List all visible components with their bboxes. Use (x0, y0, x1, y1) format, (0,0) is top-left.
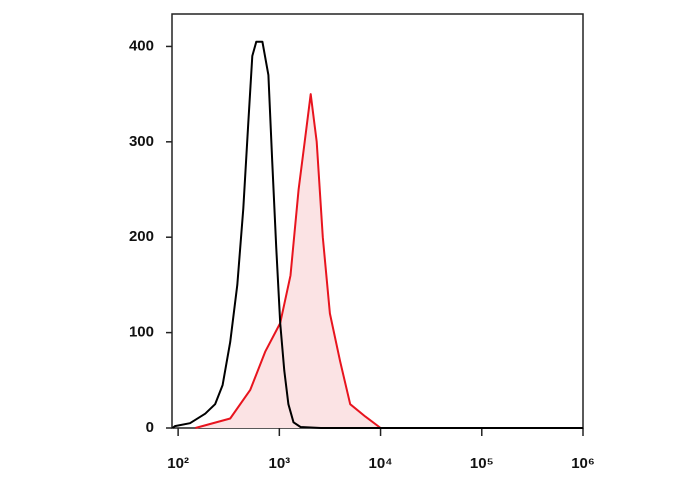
y-tick-label: 0 (146, 419, 154, 436)
area-fill (195, 94, 381, 428)
y-tick-label: 400 (129, 37, 154, 54)
x-tick-label: 10³ (268, 455, 290, 472)
y-tick-label: 300 (129, 133, 154, 150)
x-tick-label: 10⁵ (470, 455, 494, 472)
y-tick-label: 100 (129, 324, 154, 341)
x-tick-label: 10⁶ (571, 455, 595, 472)
histogram-line (195, 93, 382, 429)
x-tick-label: 10⁴ (369, 455, 393, 472)
plot-frame (171, 13, 584, 429)
y-tick-label: 200 (129, 228, 154, 245)
histogram-line (171, 40, 583, 429)
x-tick-label: 10² (167, 455, 189, 472)
